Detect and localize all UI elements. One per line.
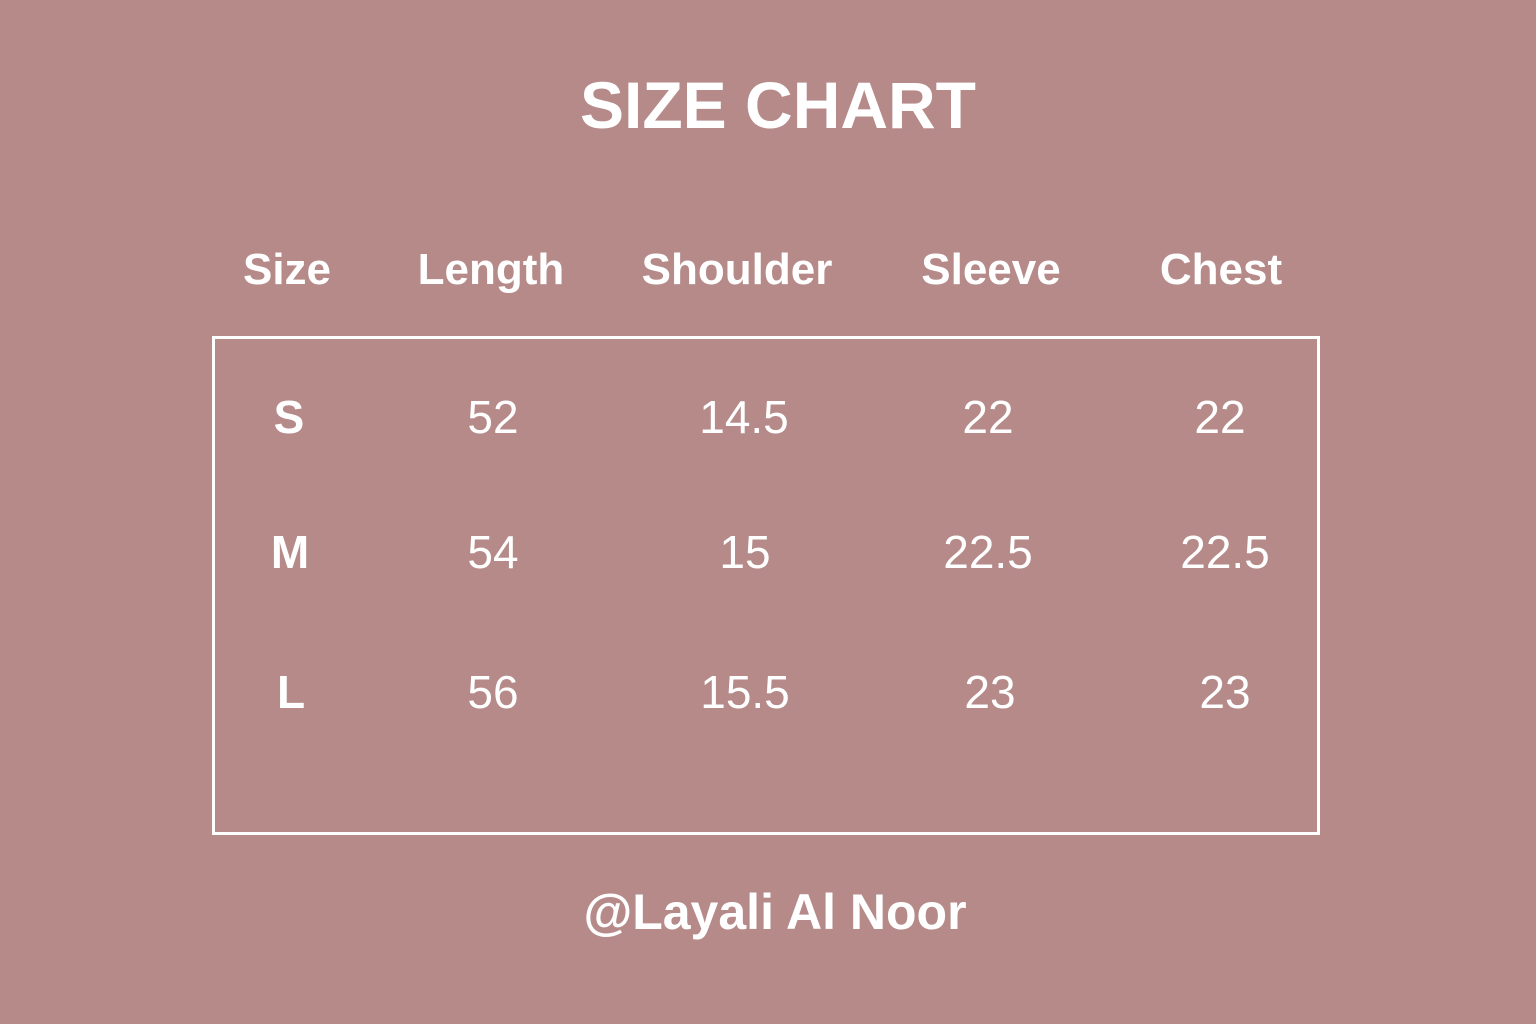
column-header-sleeve: Sleeve <box>921 245 1061 294</box>
chest-cell: 22 <box>1194 391 1246 443</box>
shoulder-cell: 15 <box>719 526 771 578</box>
length-cell: 52 <box>467 391 519 443</box>
size-cell: L <box>276 666 306 718</box>
size-cell: S <box>273 391 305 443</box>
sleeve-cell: 22 <box>962 391 1014 443</box>
sleeve-cell: 22.5 <box>943 526 1033 578</box>
brand-handle: @Layali Al Noor <box>583 884 967 940</box>
size-cell: M <box>270 526 310 578</box>
length-cell: 54 <box>467 526 519 578</box>
chest-cell: 22.5 <box>1180 526 1270 578</box>
page-title: SIZE CHART <box>580 68 976 142</box>
table-border <box>212 336 1320 835</box>
column-header-shoulder: Shoulder <box>641 245 833 294</box>
column-header-length: Length <box>417 245 565 294</box>
sleeve-cell: 23 <box>964 666 1016 718</box>
length-cell: 56 <box>467 666 519 718</box>
chest-cell: 23 <box>1199 666 1251 718</box>
shoulder-cell: 14.5 <box>699 391 789 443</box>
shoulder-cell: 15.5 <box>700 666 790 718</box>
column-header-chest: Chest <box>1159 245 1283 294</box>
column-header-size: Size <box>242 245 332 294</box>
